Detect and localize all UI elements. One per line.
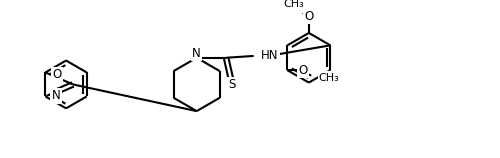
Text: N: N bbox=[192, 47, 201, 60]
Text: S: S bbox=[228, 78, 235, 91]
Text: CH₃: CH₃ bbox=[318, 73, 340, 82]
Text: O: O bbox=[298, 64, 308, 77]
Text: O: O bbox=[304, 10, 314, 23]
Text: N: N bbox=[52, 89, 60, 102]
Text: O: O bbox=[52, 68, 62, 81]
Text: CH₃: CH₃ bbox=[284, 0, 304, 9]
Text: HN: HN bbox=[261, 49, 278, 61]
